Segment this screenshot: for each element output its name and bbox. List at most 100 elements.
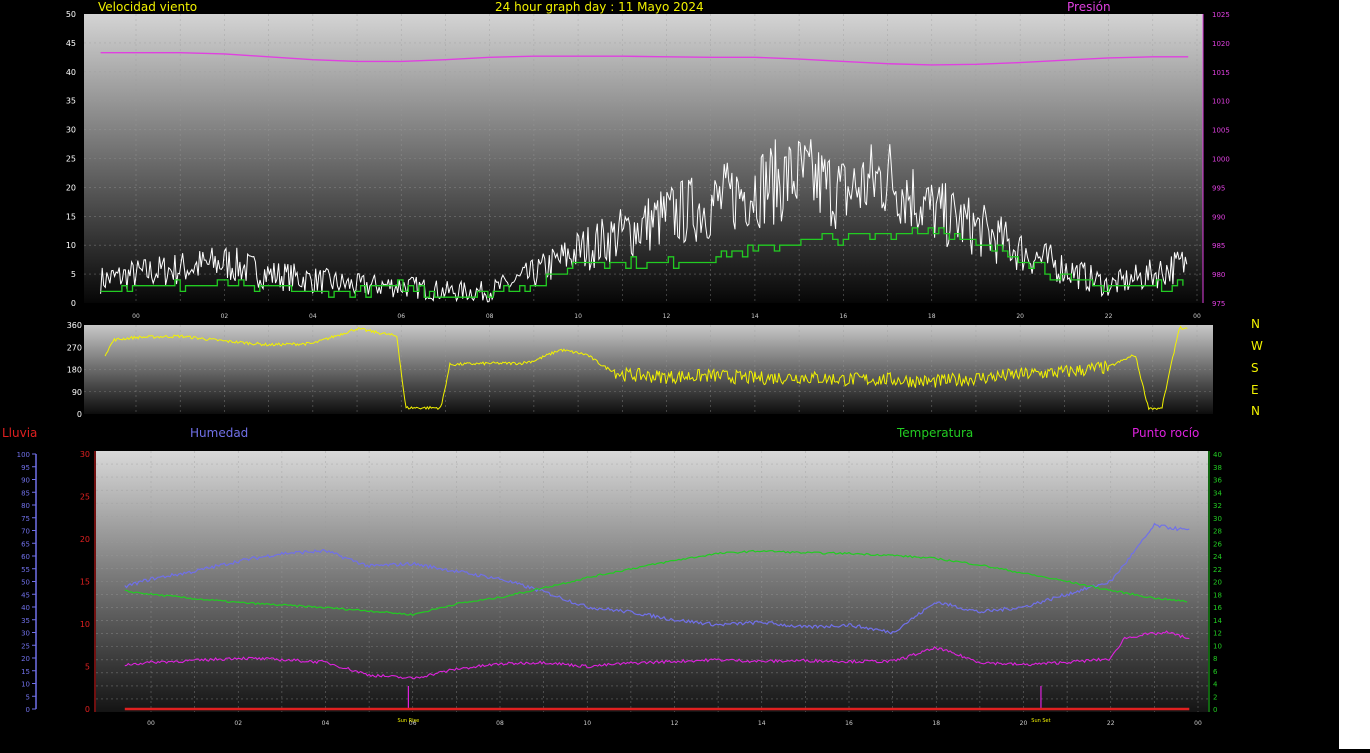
pressure-y-tick-label: 1010: [1212, 98, 1230, 106]
rain-y-tick-label: 15: [80, 578, 90, 587]
humidity-y-tick-label: 60: [21, 553, 30, 561]
graph-date-title: 24 hour graph day : 11 Mayo 2024: [495, 0, 704, 14]
temperature-y-tick-label: 18: [1213, 591, 1222, 599]
wind-y-tick-label: 50: [66, 10, 76, 19]
cardinal-n-bottom: N: [1251, 404, 1260, 418]
lower-x-tick-label: 00: [147, 720, 155, 727]
humidity-y-tick-label: 35: [21, 617, 30, 625]
dewpoint-label: Punto rocío: [1132, 426, 1200, 440]
direction-y-tick-label: 90: [72, 388, 82, 397]
pressure-y-tick-label: 1020: [1212, 40, 1230, 48]
lower-x-tick-label: 18: [932, 720, 940, 727]
wind-y-tick-label: 40: [66, 68, 76, 77]
temperature-y-tick-label: 26: [1213, 540, 1222, 548]
humidity-y-tick-label: 40: [21, 604, 30, 612]
temperature-y-tick-label: 30: [1213, 515, 1222, 523]
temperature-y-tick-label: 38: [1213, 464, 1222, 472]
temperature-y-tick-label: 34: [1213, 489, 1222, 497]
lower-x-tick-label: 08: [496, 720, 504, 727]
pressure-line: [100, 52, 1189, 66]
humidity-line: [124, 522, 1190, 635]
pressure-y-tick-label: 1000: [1212, 156, 1230, 164]
humidity-y-tick-label: 55: [21, 566, 30, 574]
temperature-y-tick-label: 22: [1213, 566, 1222, 574]
lower-x-tick-label: 10: [583, 720, 591, 727]
temperature-y-tick-label: 6: [1213, 668, 1218, 676]
temperature-y-tick-label: 12: [1213, 630, 1222, 638]
lower-x-tick-label: 12: [671, 720, 679, 727]
rain-y-tick-label: 20: [80, 535, 90, 544]
temperature-y-tick-label: 0: [1213, 706, 1217, 714]
rain-y-tick-label: 25: [80, 493, 90, 502]
humidity-y-tick-label: 5: [26, 693, 30, 701]
lower-x-tick-label: 20: [1020, 720, 1028, 727]
temperature-y-tick-label: 40: [1213, 451, 1222, 459]
humidity-y-tick-label: 80: [21, 502, 30, 510]
temperature-label: Temperatura: [897, 426, 974, 440]
lower-x-tick-label: 16: [845, 720, 853, 727]
pressure-y-tick-label: 995: [1212, 184, 1225, 192]
lower-x-tick-label: 04: [322, 720, 330, 727]
humidity-y-tick-label: 45: [21, 591, 30, 599]
pressure-y-tick-label: 975: [1212, 300, 1225, 308]
pressure-title: Presión: [1067, 0, 1111, 14]
humidity-y-tick-label: 85: [21, 489, 30, 497]
wind-x-tick-label: 00: [132, 313, 140, 320]
temperature-y-tick-label: 4: [1213, 681, 1218, 689]
temperature-y-tick-label: 8: [1213, 655, 1217, 663]
direction-y-tick-label: 360: [67, 321, 82, 330]
pressure-y-tick-label: 985: [1212, 242, 1225, 250]
sun-marker-label: Sun Rise: [398, 718, 420, 724]
wind-x-tick-label: 16: [840, 313, 848, 320]
lower-x-tick-label: 22: [1107, 720, 1115, 727]
temperature-y-tick-label: 14: [1213, 617, 1222, 625]
lower-x-tick-label: 14: [758, 720, 766, 727]
rain-y-tick-label: 30: [80, 450, 90, 459]
humidity-y-tick-label: 10: [21, 681, 30, 689]
humidity-y-tick-label: 70: [21, 528, 30, 536]
pressure-y-tick-label: 990: [1212, 213, 1225, 221]
cardinal-s: S: [1251, 361, 1259, 375]
humidity-y-tick-label: 50: [21, 579, 30, 587]
temperature-y-tick-label: 20: [1213, 579, 1222, 587]
pressure-y-tick-label: 1015: [1212, 69, 1230, 77]
temperature-y-tick-label: 36: [1213, 477, 1222, 485]
wind-x-tick-label: 12: [663, 313, 671, 320]
temperature-y-tick-label: 16: [1213, 604, 1222, 612]
wind-y-tick-label: 15: [66, 212, 76, 221]
right-edge-bar: [1339, 0, 1370, 749]
humidity-y-tick-label: 30: [21, 630, 30, 638]
direction-y-tick-label: 270: [67, 343, 82, 352]
rain-y-tick-label: 10: [80, 620, 90, 629]
lower-x-tick-label: 00: [1194, 720, 1202, 727]
rain-y-tick-label: 5: [85, 663, 90, 672]
rain-label: Lluvia: [2, 426, 38, 440]
temperature-y-tick-label: 10: [1213, 642, 1222, 650]
pressure-y-tick-label: 1025: [1212, 11, 1230, 19]
temperature-y-tick-label: 2: [1213, 693, 1217, 701]
wind-y-tick-label: 0: [71, 299, 76, 308]
humidity-y-tick-label: 90: [21, 477, 30, 485]
wind-x-tick-label: 14: [751, 313, 759, 320]
wind-y-tick-label: 10: [66, 241, 76, 250]
humidity-y-tick-label: 95: [21, 464, 30, 472]
wind-speed-title: Velocidad viento: [98, 0, 198, 14]
rain-y-tick-label: 0: [85, 705, 90, 714]
temperature-line: [124, 549, 1188, 617]
wind-y-tick-label: 20: [66, 183, 76, 192]
humidity-y-tick-label: 65: [21, 540, 30, 548]
cardinal-e: E: [1251, 383, 1259, 397]
temperature-y-tick-label: 24: [1213, 553, 1222, 561]
direction-y-tick-label: 180: [67, 366, 82, 375]
wind-x-tick-label: 02: [221, 313, 229, 320]
direction-plot-area: [84, 325, 1213, 414]
temperature-y-tick-label: 32: [1213, 502, 1222, 510]
pressure-y-tick-label: 980: [1212, 271, 1225, 279]
humidity-y-tick-label: 15: [21, 668, 30, 676]
lower-x-tick-label: 02: [234, 720, 242, 727]
cardinal-w: W: [1251, 339, 1263, 353]
wind-y-tick-label: 35: [66, 97, 76, 106]
wind-average-line: [100, 227, 1184, 298]
